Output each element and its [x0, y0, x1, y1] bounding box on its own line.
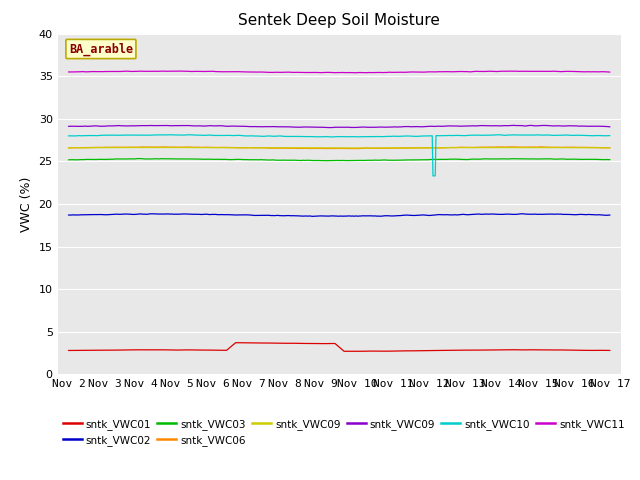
Legend: sntk_VWC01, sntk_VWC02, sntk_VWC03, sntk_VWC06, sntk_VWC09, sntk_VWC09, sntk_VWC: sntk_VWC01, sntk_VWC02, sntk_VWC03, sntk…: [63, 419, 625, 446]
Text: BA_arable: BA_arable: [69, 42, 133, 56]
Y-axis label: VWC (%): VWC (%): [20, 176, 33, 232]
Title: Sentek Deep Soil Moisture: Sentek Deep Soil Moisture: [238, 13, 440, 28]
